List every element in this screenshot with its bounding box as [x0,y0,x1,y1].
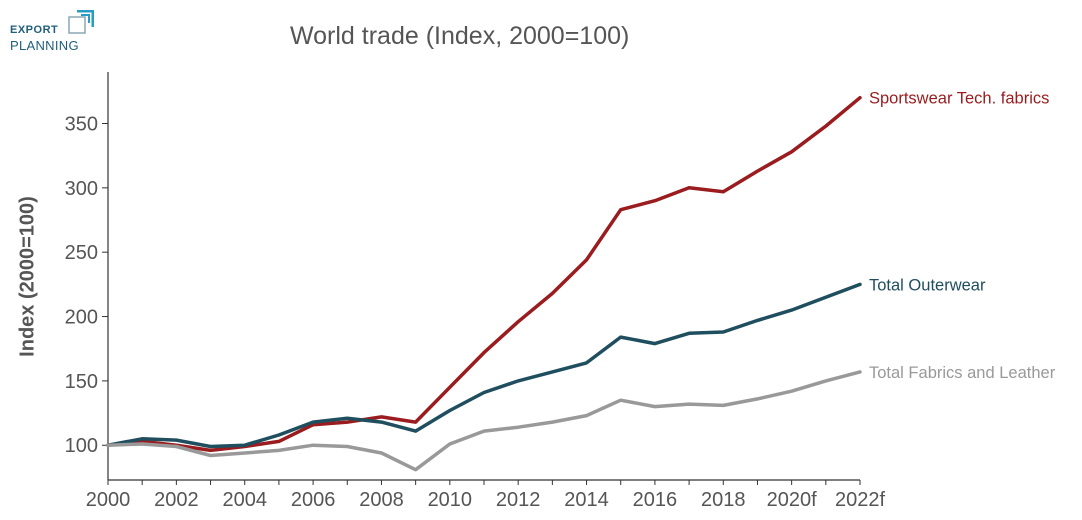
series-label-0: Sportswear Tech. fabrics [869,90,1049,108]
logo-square-icon [68,10,94,34]
series-label-1: Total Outerwear [869,276,986,294]
logo-text-export: EXPORT [10,24,59,36]
export-planning-logo: EXPORT PLANNING [10,10,100,54]
series-label-2: Total Fabrics and Leather [869,364,1056,382]
y-tick-label: 100 [65,435,98,457]
x-tick-label: 2008 [359,489,404,511]
x-tick-label: 2000 [86,489,131,511]
x-tick-label: 2012 [496,489,541,511]
series-line-0 [106,95,862,453]
x-tick-label: 2018 [701,489,746,511]
x-tick-label: 2022f [835,489,885,511]
y-tick-label: 300 [65,178,98,200]
y-tick-label: 250 [65,242,98,264]
y-tick-label: 200 [65,307,98,329]
x-tick-label: 2020f [767,489,817,511]
x-tick-label: 2016 [633,489,678,511]
x-tick-label: 2004 [222,489,267,511]
x-tick-label: 2010 [428,489,473,511]
series-line-2 [106,370,862,472]
x-tick-label: 2006 [291,489,336,511]
x-tick-label: 2002 [154,489,199,511]
logo-text-planning: PLANNING [10,38,79,53]
series-line-1 [106,282,862,449]
y-tick-label: 350 [65,113,98,135]
x-tick-label: 2014 [564,489,609,511]
y-tick-label: 150 [65,371,98,393]
chart-title: World trade (Index, 2000=100) [290,22,630,50]
